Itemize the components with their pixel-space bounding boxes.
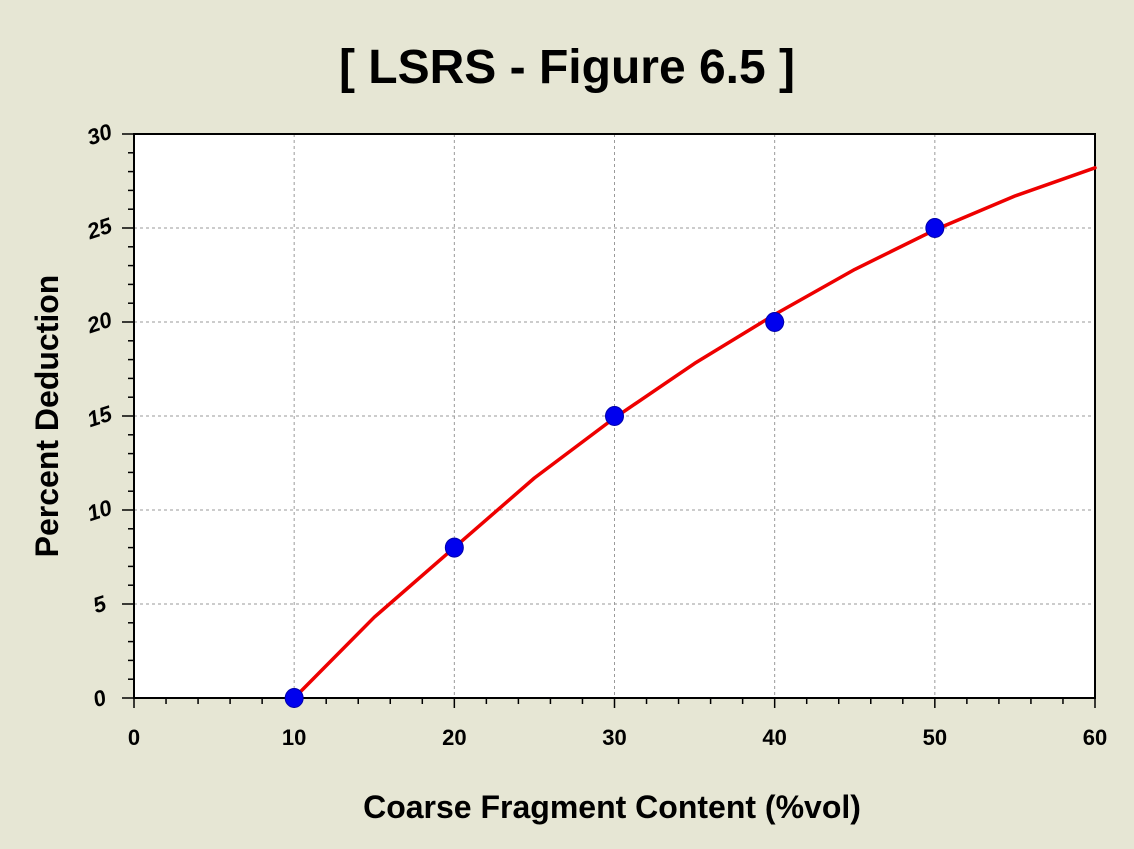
chart-title: [ LSRS - Figure 6.5 ] [339,41,795,94]
fitted-curve-layer [292,166,1097,700]
x-tick-label: 40 [762,725,786,750]
x-tick-label: 50 [923,725,947,750]
x-tick-label: 10 [282,725,306,750]
data-point [284,688,304,708]
fitted-curve-line [292,166,1097,700]
data-point [925,218,945,238]
plot-frame [133,133,1096,699]
data-point [765,312,785,332]
data-points-layer [284,218,945,708]
data-point [605,406,624,426]
x-tick-label: 60 [1083,725,1107,750]
x-tick-label: 20 [442,725,466,750]
x-axis-label: Coarse Fragment Content (%vol) [363,789,861,825]
x-tick-label: 0 [128,725,140,750]
x-axis: 0 10 20 30 40 50 60 [128,725,1107,750]
data-point [444,537,464,558]
x-tick-label: 30 [602,725,626,750]
y-axis-label: Percent Deduction [29,275,65,558]
